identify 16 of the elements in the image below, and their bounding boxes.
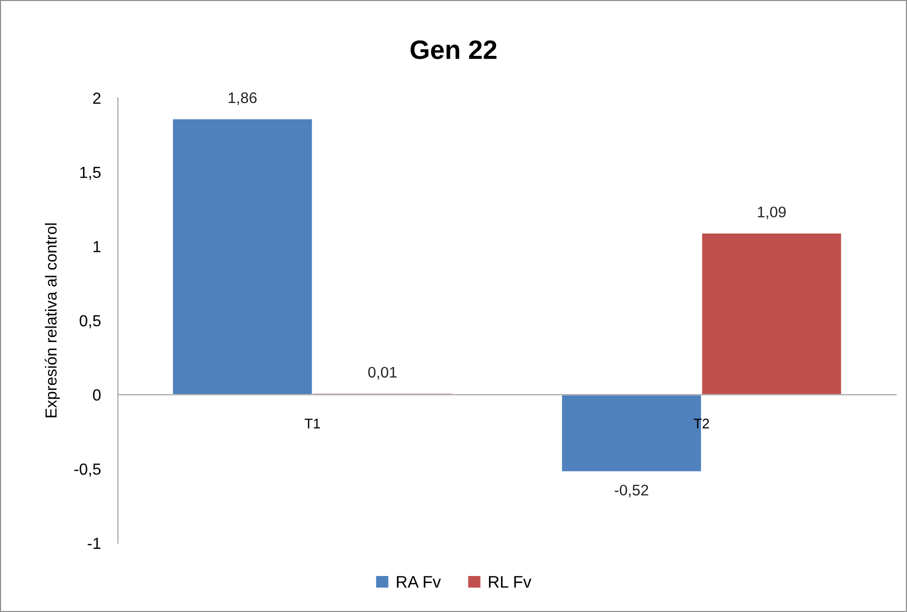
y-tick-label: 1 <box>94 241 100 252</box>
y-axis-title: Expresión relativa al control <box>44 223 60 418</box>
x-tick-label: T1 <box>304 418 320 428</box>
chart-title: Gen 22 <box>410 40 496 60</box>
y-tick-label: 0 <box>92 389 101 401</box>
legend-label: RA Fv <box>396 576 441 588</box>
y-tick-label: -0,5 <box>74 463 101 477</box>
y-tick-label: 1,5 <box>80 166 101 180</box>
y-tick-label: 2 <box>93 92 100 104</box>
data-label: -0,52 <box>614 484 648 498</box>
data-label: 0,01 <box>368 366 397 380</box>
data-label: 1,09 <box>758 206 786 220</box>
y-tick-label: 0,5 <box>80 315 101 328</box>
legend-label: RL Fv <box>488 576 532 588</box>
data-label: 1,86 <box>228 92 257 105</box>
y-tick-label: -1 <box>88 538 100 549</box>
